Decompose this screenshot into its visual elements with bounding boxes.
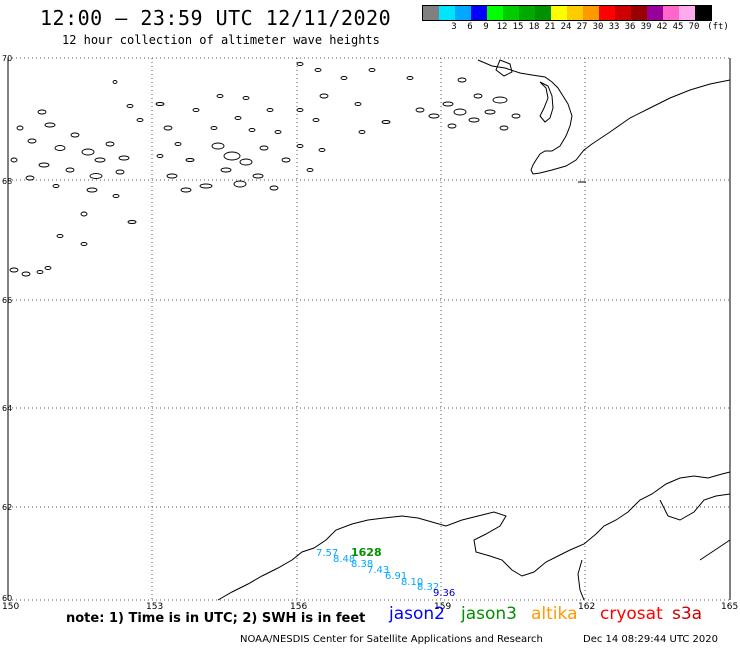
color-scale-label: 21 <box>544 22 556 32</box>
lat-label: 62 <box>2 503 12 512</box>
lon-label: 165 <box>721 602 738 612</box>
lat-label: 68 <box>2 177 12 186</box>
color-scale-label: 70 <box>688 22 700 32</box>
credit-line: NOAA/NESDIS Center for Satellite Applica… <box>240 634 718 645</box>
color-swatch <box>663 6 679 20</box>
color-scale-label: 30 <box>592 22 604 32</box>
color-swatch <box>583 6 599 20</box>
lat-label: 64 <box>2 404 12 413</box>
color-scale-label: 12 <box>496 22 508 32</box>
color-scale-label: 42 <box>656 22 668 32</box>
wave-height-value: 8.10 <box>401 577 423 588</box>
color-scale-label: 15 <box>512 22 524 32</box>
color-swatch <box>439 6 455 20</box>
color-swatch <box>423 6 439 20</box>
altimeter-observations: 7.578.488.387.436.918.108.329.36 1628 <box>316 546 455 599</box>
color-scale-label: 45 <box>672 22 684 32</box>
lat-label: 66 <box>2 296 12 305</box>
color-scale-label: 24 <box>560 22 572 32</box>
lon-label: 153 <box>146 602 163 612</box>
satellite-legend-item: jason2 <box>389 604 445 624</box>
color-swatch <box>535 6 551 20</box>
lon-label: 162 <box>578 602 595 612</box>
color-swatch <box>567 6 583 20</box>
lon-label: 150 <box>2 602 19 612</box>
color-scale-label: 3 <box>451 22 457 32</box>
color-swatch <box>487 6 503 20</box>
satellite-legend-item: jason3 <box>461 604 517 624</box>
color-scale-label: 27 <box>576 22 588 32</box>
color-scale-label: 33 <box>608 22 620 32</box>
satellite-legend-item: altika <box>531 604 578 624</box>
color-swatch <box>599 6 615 20</box>
color-swatch <box>695 6 711 20</box>
lat-label: 60 <box>2 594 12 603</box>
wave-height-value: 8.48 <box>333 554 355 565</box>
color-scale-label: 9 <box>483 22 489 32</box>
coastline-fragment <box>699 539 731 561</box>
coastline-north <box>477 59 731 183</box>
color-scale-label: 36 <box>624 22 636 32</box>
map-title: 12:00 – 23:59 UTC 12/11/2020 <box>40 6 392 30</box>
coastline-south <box>217 471 731 601</box>
lon-label: 159 <box>434 602 451 612</box>
color-scale-label: 6 <box>467 22 473 32</box>
coastline-inlet <box>659 493 731 521</box>
color-swatch <box>631 6 647 20</box>
color-scale-label: 39 <box>640 22 652 32</box>
coastline <box>477 59 731 175</box>
satellite-legend-item: s3a <box>672 604 703 624</box>
color-swatch <box>503 6 519 20</box>
color-swatch <box>455 6 471 20</box>
map-subtitle: 12 hour collection of altimeter wave hei… <box>62 33 380 47</box>
color-swatch <box>471 6 487 20</box>
color-swatch <box>647 6 663 20</box>
wave-height-value: 9.36 <box>433 588 455 599</box>
graticule <box>8 57 730 601</box>
wave-height-value: 8.32 <box>417 582 439 593</box>
ice-floes <box>9 62 521 277</box>
color-swatch <box>615 6 631 20</box>
wave-height-value: 7.57 <box>316 548 338 559</box>
wave-height-value: 8.38 <box>351 559 373 570</box>
color-scale-unit: (ft) <box>707 22 729 32</box>
coastline-bay <box>577 559 585 601</box>
wave-height-value: 7.43 <box>367 565 389 576</box>
coastline-lake <box>495 59 513 77</box>
coastline <box>217 471 731 601</box>
lon-label: 156 <box>290 602 307 612</box>
color-swatch <box>519 6 535 20</box>
color-swatch <box>551 6 567 20</box>
coastline-sound <box>539 81 554 123</box>
color-scale-label: 18 <box>528 22 540 32</box>
color-scale <box>422 5 712 21</box>
satellite-legend-item: cryosat <box>600 604 663 624</box>
pass-time-label: 1628 <box>351 546 382 559</box>
generated-timestamp: Dec 14 08:29:44 UTC 2020 <box>583 634 718 645</box>
color-swatch <box>679 6 695 20</box>
wave-height-value: 6.91 <box>385 571 407 582</box>
credit-text: NOAA/NESDIS Center for Satellite Applica… <box>240 634 543 645</box>
lat-label: 70 <box>2 54 12 63</box>
footer-note: note: 1) Time is in UTC; 2) SWH is in fe… <box>66 611 366 626</box>
